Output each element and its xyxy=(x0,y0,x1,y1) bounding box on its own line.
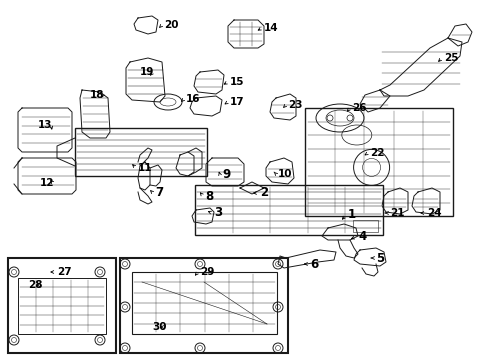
Text: 9: 9 xyxy=(222,168,230,181)
Text: 16: 16 xyxy=(185,94,200,104)
Bar xyxy=(18,278,106,334)
Bar xyxy=(75,128,206,176)
Bar xyxy=(8,258,116,353)
Text: 29: 29 xyxy=(200,267,214,277)
Text: 30: 30 xyxy=(152,322,166,332)
Text: 26: 26 xyxy=(351,103,366,113)
Text: 27: 27 xyxy=(57,267,71,277)
Text: 15: 15 xyxy=(229,77,244,87)
Text: 6: 6 xyxy=(309,257,318,270)
Text: 13: 13 xyxy=(38,120,52,130)
Text: 12: 12 xyxy=(40,178,54,188)
Text: 10: 10 xyxy=(278,169,292,179)
Text: 1: 1 xyxy=(347,208,355,221)
Text: 24: 24 xyxy=(426,208,441,218)
Text: 2: 2 xyxy=(260,186,267,199)
Text: 28: 28 xyxy=(28,280,42,290)
Text: 22: 22 xyxy=(369,148,384,158)
Text: 5: 5 xyxy=(375,252,384,265)
Text: 7: 7 xyxy=(155,186,163,199)
Bar xyxy=(132,272,276,334)
Bar xyxy=(195,185,382,235)
Text: 17: 17 xyxy=(229,97,244,107)
Text: 25: 25 xyxy=(443,53,458,63)
Text: 20: 20 xyxy=(163,20,178,30)
Bar xyxy=(305,108,452,216)
Text: 4: 4 xyxy=(357,230,366,243)
Bar xyxy=(352,220,377,232)
Text: 14: 14 xyxy=(264,23,278,33)
Text: 23: 23 xyxy=(287,100,302,110)
Text: 19: 19 xyxy=(140,67,154,77)
Text: 21: 21 xyxy=(389,208,404,218)
Text: 18: 18 xyxy=(90,90,104,100)
Bar xyxy=(120,258,287,353)
Text: 8: 8 xyxy=(204,189,213,202)
Text: 11: 11 xyxy=(138,163,152,173)
Text: 3: 3 xyxy=(214,207,222,220)
